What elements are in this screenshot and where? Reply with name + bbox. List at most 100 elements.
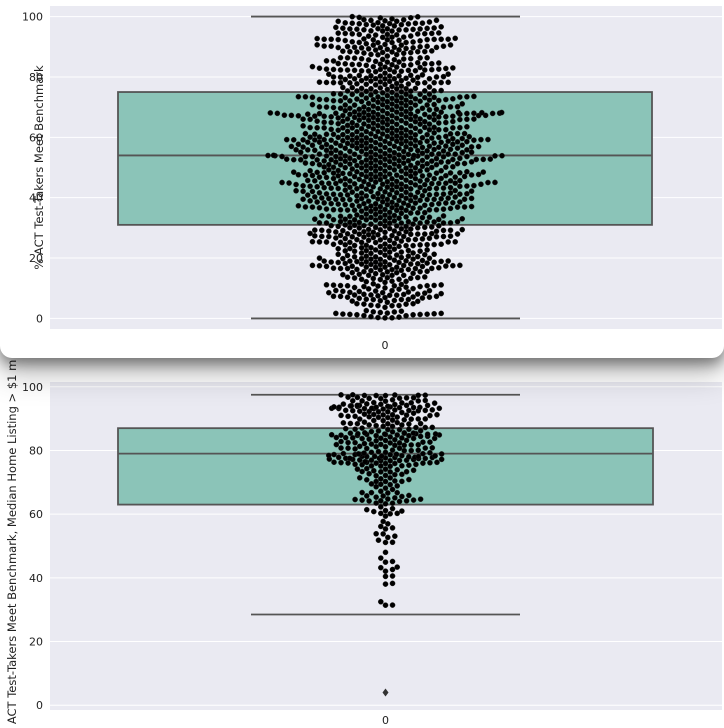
swarm-point (368, 457, 375, 463)
swarm-point (354, 198, 360, 204)
swarm-point (400, 62, 407, 69)
swarm-point (426, 235, 433, 242)
swarm-point (363, 242, 370, 249)
swarm-point (382, 501, 389, 507)
swarm-point (338, 459, 344, 466)
swarm-point (372, 259, 379, 265)
swarm-point (331, 404, 337, 410)
swarm-point (351, 109, 358, 115)
swarm-point (368, 313, 374, 320)
swarm-point (410, 242, 416, 249)
swarm-point (393, 172, 400, 178)
swarm-point (391, 161, 398, 167)
swarm-point (295, 113, 302, 119)
swarm-point (424, 138, 430, 144)
swarm-point (351, 151, 358, 158)
swarm-point (426, 287, 433, 294)
swarm-point (345, 445, 351, 451)
swarm-point (393, 32, 400, 38)
swarm-point (372, 82, 379, 88)
swarm-point (389, 118, 395, 125)
swarm-point (438, 290, 444, 297)
swarm-point (363, 145, 370, 152)
swarm-point (370, 280, 377, 287)
swarm-point (427, 412, 433, 419)
swarm-point (403, 223, 409, 230)
swarm-point (382, 466, 389, 472)
swarm-point (419, 105, 426, 112)
swarm-point (419, 72, 426, 78)
swarm-point (379, 199, 386, 205)
swarm-point (337, 91, 344, 97)
swarm-point (426, 126, 433, 133)
swarm-point (400, 200, 407, 206)
swarm-point (335, 245, 342, 252)
swarm-point (399, 435, 405, 441)
swarm-point (356, 408, 363, 415)
swarm-point (403, 242, 409, 249)
swarm-point (345, 394, 351, 400)
swarm-point (358, 98, 365, 105)
swarm-point (375, 314, 381, 321)
swarm-point (410, 221, 416, 227)
swarm-point (377, 142, 384, 148)
swarm-point (340, 401, 347, 407)
swarm-point (316, 220, 323, 226)
swarm-point (351, 44, 358, 51)
swarm-point (398, 68, 405, 75)
swarm-point (407, 226, 414, 232)
swarm-point (370, 275, 377, 282)
swarm-point (328, 113, 334, 120)
swarm-point (393, 189, 400, 196)
swarm-point (417, 268, 423, 275)
swarm-point (370, 126, 377, 132)
swarm-point (438, 79, 444, 86)
swarm-point (382, 485, 389, 491)
swarm-point (447, 170, 454, 176)
swarm-point (342, 94, 349, 101)
swarm-point (365, 198, 372, 204)
swarm-point (368, 208, 374, 215)
swarm-point (342, 107, 349, 114)
swarm-point (340, 271, 346, 278)
swarm-point (372, 47, 379, 53)
swarm-point (389, 566, 396, 573)
swarm-point (321, 184, 327, 191)
swarm-point (370, 22, 377, 28)
swarm-point (405, 151, 412, 158)
swarm-point (340, 48, 346, 54)
swarm-point (354, 236, 360, 243)
swarm-point (406, 492, 412, 499)
swarm-point (340, 170, 346, 177)
swarm-point (398, 77, 405, 84)
swarm-point (377, 66, 384, 73)
swarm-point (370, 508, 377, 515)
swarm-point (394, 466, 401, 473)
swarm-point (361, 392, 368, 399)
swarm-point (337, 162, 344, 168)
swarm-point (335, 172, 342, 179)
swarm-point (368, 214, 374, 221)
swarm-point (396, 404, 403, 411)
swarm-point (421, 224, 428, 231)
swarm-point (330, 216, 337, 223)
swarm-point (316, 262, 323, 269)
swarm-point (365, 123, 372, 130)
swarm-point (422, 397, 429, 404)
swarm-point (424, 148, 430, 154)
swarm-point (363, 62, 370, 69)
swarm-point (464, 110, 470, 117)
swarm-point (323, 220, 330, 226)
swarm-point (386, 66, 393, 73)
swarm-point (405, 289, 412, 295)
swarm-point (293, 146, 299, 153)
swarm-point (288, 143, 295, 150)
swarm-point (436, 120, 442, 126)
swarm-point (354, 88, 360, 94)
swarm-point (316, 110, 323, 117)
swarm-point (377, 243, 384, 250)
swarm-point (361, 430, 368, 436)
swarm-point (372, 157, 379, 163)
swarm-point (394, 419, 401, 426)
swarm-point (389, 315, 395, 321)
